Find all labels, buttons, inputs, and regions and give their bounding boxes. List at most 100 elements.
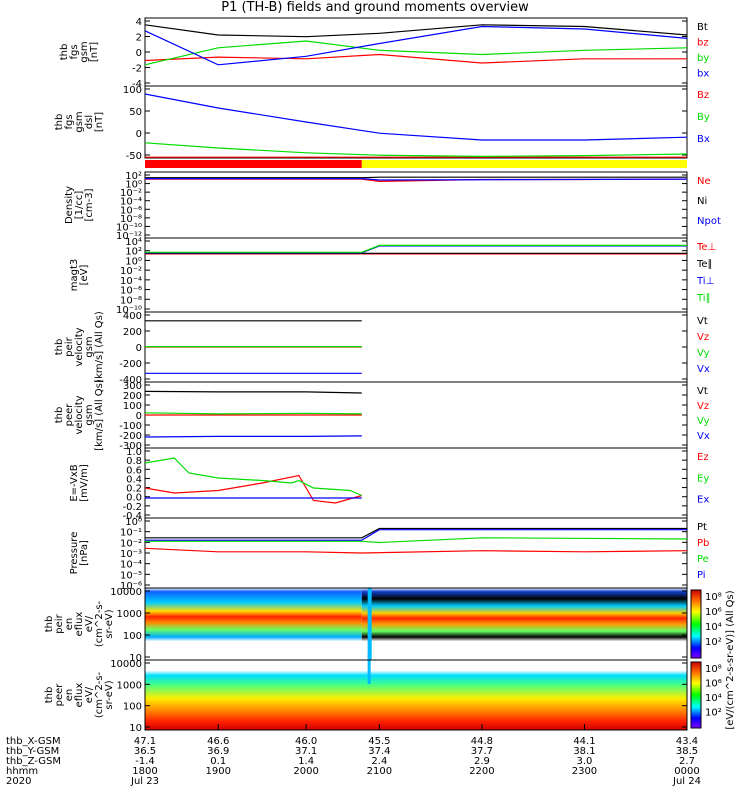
colorbar-tick: 10⁴ xyxy=(705,622,722,633)
ephemeris-value: 0.1 xyxy=(210,756,226,767)
ephemeris-label: 2020 xyxy=(6,776,31,787)
y-tick-label: -300 xyxy=(119,441,142,452)
legend-Ex: Ex xyxy=(697,495,709,506)
y-tick-label: -0.4 xyxy=(122,511,142,522)
y-axis-label-line: [cm-3] xyxy=(84,188,95,221)
y-axis-label-line: thb xyxy=(54,407,65,424)
y-axis-label-line: velocity xyxy=(74,395,85,434)
y-tick-label: -200 xyxy=(119,359,142,370)
y-tick-label: -0.2 xyxy=(122,502,142,513)
ephemeris-value: Jul 23 xyxy=(130,776,159,787)
y-tick-label: 10⁻² xyxy=(120,538,142,549)
panel-frame xyxy=(144,659,688,731)
ephemeris-value: -1.4 xyxy=(135,756,155,767)
colorbar-tick: 10² xyxy=(705,708,722,719)
ephemeris-label: thb_X-GSM xyxy=(6,736,61,747)
panel-frame xyxy=(144,447,688,519)
y-tick-label: 1000 xyxy=(117,609,142,620)
y-axis-label-line: eflux xyxy=(74,612,85,637)
colorbar-tick: 10⁸ xyxy=(705,664,722,675)
y-tick-label: 0 xyxy=(136,129,142,140)
y-axis-label: thbpeirvelocitygsm[km/s] (All Qs) xyxy=(54,311,105,383)
y-axis-label: Density[1/cc][cm-3] xyxy=(64,186,95,224)
y-axis-label-line: [nT] xyxy=(89,42,100,62)
y-axis-label-line: Density xyxy=(64,186,75,224)
y-axis-label-line: eV/ xyxy=(84,686,95,703)
y-axis-label: thbpeirenefluxeV/(cm^2-s-sr-eV) xyxy=(44,600,115,647)
series-Ti∥ xyxy=(145,244,687,253)
ephemeris-value: 44.1 xyxy=(573,736,595,747)
y-axis-label: thbpeerenefluxeV/(cm^2-s-sr-eV) xyxy=(44,671,115,718)
series-Ey xyxy=(144,457,363,497)
y-axis-label-line: fgs xyxy=(69,44,80,59)
series-Vx xyxy=(144,435,362,438)
panel-density: 10²10⁰10⁻²10⁻⁴10⁻⁶10⁻⁸10⁻¹⁰10⁻¹²Density[… xyxy=(64,171,721,242)
legend-Ti⊥: Ti⊥ xyxy=(696,276,714,287)
y-axis-label-line: [1/cc] xyxy=(74,191,85,220)
y-axis-label-line: dsl xyxy=(84,115,95,129)
y-tick-label: 10 xyxy=(129,653,142,664)
mode-bar-slow xyxy=(145,160,362,168)
spectrogram-transition xyxy=(367,654,371,684)
y-tick-label: 300 xyxy=(123,381,142,392)
y-tick-label: 10² xyxy=(125,171,142,182)
page-title: P1 (TH-B) fields and ground moments over… xyxy=(221,0,529,15)
y-tick-label: 0.6 xyxy=(126,465,142,476)
legend-Te∥: Te∥ xyxy=(696,259,713,270)
y-tick-label: 10⁻⁴ xyxy=(120,276,142,287)
ephemeris-label: hhmm xyxy=(6,766,38,777)
ephemeris-value: 2300 xyxy=(572,766,597,777)
y-axis-label-line: thb xyxy=(44,616,55,633)
y-axis-label-line: sr-eV) xyxy=(104,609,115,638)
y-axis-label-line: thb xyxy=(54,114,65,131)
spectrogram-band xyxy=(361,588,687,660)
mode-bar-fast xyxy=(361,160,687,168)
y-axis-label: Pressure[nPa] xyxy=(69,532,90,575)
y-tick-label: 10⁻¹² xyxy=(116,231,142,242)
colorbar xyxy=(690,589,702,659)
series-Pe xyxy=(145,537,688,544)
ephemeris-value: Jul 24 xyxy=(672,776,701,787)
colorbar-tick: 10⁴ xyxy=(705,693,722,704)
y-axis-label-line: (cm^2-s- xyxy=(94,600,105,647)
y-tick-label: 0 xyxy=(136,343,142,354)
panel-efield: 1.00.80.60.40.20.0-0.2-0.4 E=-VxB[mV/m] Ez… xyxy=(69,447,709,522)
y-axis-label-line: [nT] xyxy=(94,112,105,132)
y-tick-label: 10⁻⁴ xyxy=(120,560,142,571)
y-tick-label: -200 xyxy=(119,431,142,442)
y-tick-label: 0.0 xyxy=(126,493,142,504)
y-axis-label-line: [eV] xyxy=(79,265,90,286)
y-axis-label-line: sr-eV) xyxy=(104,680,115,709)
ephemeris-value: 2.9 xyxy=(474,756,490,767)
series-Bx xyxy=(144,93,688,141)
legend-Vy: Vy xyxy=(697,416,710,427)
y-axis-label-line: [mV/m] xyxy=(79,464,90,502)
panel-peir_velocity: 400 200 0 -200 -400 thbpeirvelocitygsm[km/s] … xyxy=(54,311,710,386)
y-tick-label: 200 xyxy=(123,391,142,402)
ephemeris-value: 37.4 xyxy=(368,746,390,757)
y-tick-label: 0.4 xyxy=(126,474,142,485)
y-axis-label-line: thb xyxy=(54,339,65,356)
y-axis-label-line: gsm xyxy=(84,336,95,357)
y-axis-label-line: thb xyxy=(44,687,55,704)
legend-Vz: Vz xyxy=(697,332,709,343)
colorbar-tick: 10⁸ xyxy=(705,592,722,603)
ephemeris-value: 1.4 xyxy=(298,756,314,767)
y-tick-label: 10⁻⁶ xyxy=(120,581,142,592)
y-tick-label: 10⁻¹⁰ xyxy=(116,305,142,316)
y-axis-label-line: (cm^2-s- xyxy=(94,671,105,718)
y-axis-label-line: [nPa] xyxy=(79,540,90,566)
panel-peir_spectrogram: 10000 1000 100 10 thbpeirenefluxeV/(cm^2-s-s… xyxy=(44,587,722,674)
legend-Pb: Pb xyxy=(697,538,709,549)
y-tick-label: 10⁴ xyxy=(125,237,142,248)
y-tick-label: 100 xyxy=(123,85,142,96)
y-axis-label-line: [km/s] (All Qs) xyxy=(94,379,105,451)
ephemeris-value: 38.1 xyxy=(573,746,595,757)
y-axis-label-line: eV/ xyxy=(84,615,95,632)
legend-Ey: Ey xyxy=(697,473,709,484)
panel-frame xyxy=(144,237,688,313)
ephemeris-value: 1800 xyxy=(132,766,157,777)
legend-bx: bx xyxy=(697,69,709,80)
legend-Bz: Bz xyxy=(697,90,709,101)
